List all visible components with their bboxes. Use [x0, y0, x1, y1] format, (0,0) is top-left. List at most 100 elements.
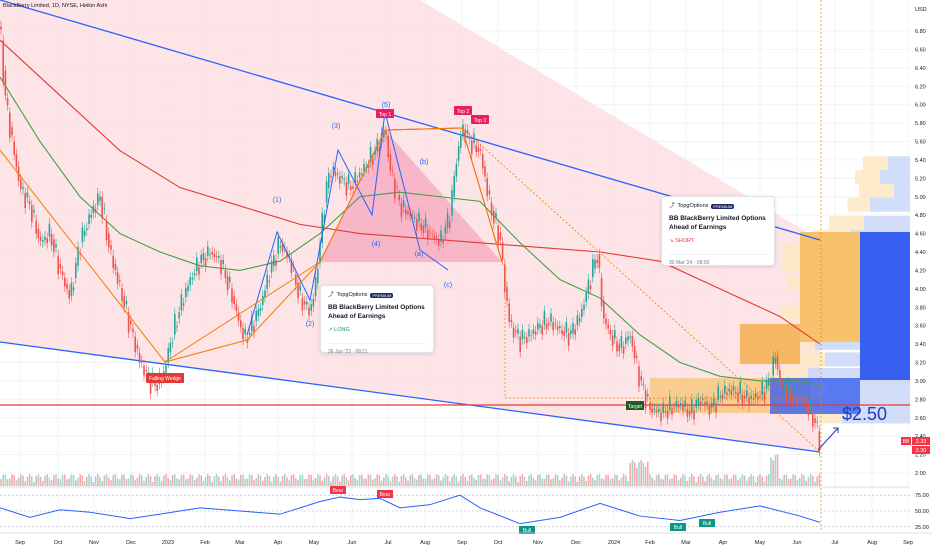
volume-bar: [435, 474, 438, 486]
idea-card-short[interactable]: ⤴ TopgOptions PREMIUM BB BlackBerry Limite…: [661, 196, 775, 266]
candle-body: [611, 335, 614, 346]
volume-bar: [554, 474, 557, 486]
candle-body: [691, 399, 693, 413]
volume-bar: [101, 481, 103, 486]
candle-body: [532, 329, 535, 334]
volume-bar: [675, 475, 678, 486]
candle-body: [196, 257, 198, 272]
time-tick-label: Jul: [831, 540, 838, 546]
time-tick-label: Dec: [126, 540, 136, 546]
candle-body: [508, 303, 510, 322]
volume-bar: [578, 476, 581, 486]
volume-bar: [735, 474, 737, 486]
volume-bar: [248, 474, 251, 486]
volume-bar: [484, 479, 486, 486]
idea-card-long[interactable]: ⤴ TopgOptions PREMIUM BB BlackBerry Limite…: [320, 285, 434, 355]
candle-body: [385, 131, 387, 135]
candle-body: [598, 254, 601, 268]
wedge-lower-line: [0, 341, 821, 453]
candle-body: [556, 326, 559, 330]
candle-body: [589, 285, 592, 289]
volume-bar: [798, 477, 801, 486]
candle-body: [572, 322, 574, 334]
time-tick-label: 2023: [162, 540, 174, 546]
volume-bar: [66, 479, 68, 486]
candle-body: [387, 135, 389, 158]
volume-bar: [812, 475, 814, 486]
time-tick-label: Nov: [533, 540, 543, 546]
candle-body: [526, 337, 528, 344]
candle-body: [812, 413, 814, 427]
volume-bar: [240, 474, 242, 486]
volume-profile-down: [863, 156, 888, 171]
volume-bar: [187, 478, 189, 486]
candle-body: [405, 209, 407, 215]
top-tag-label: Top 1: [379, 112, 391, 118]
time-tick-label: Nov: [89, 540, 99, 546]
volume-bar: [57, 478, 59, 486]
candle-body: [394, 178, 396, 199]
candle-body: [6, 98, 9, 106]
candle-body: [781, 384, 783, 386]
volume-bar: [418, 474, 420, 486]
candle-body: [134, 336, 136, 353]
osc-signal-tag: [670, 523, 686, 531]
candle-body: [233, 296, 235, 305]
volume-bar: [213, 476, 216, 486]
candle-body: [268, 280, 271, 283]
top-tag: [376, 109, 394, 118]
idea-brand: ⤴ TopgOptions PREMIUM: [669, 203, 735, 210]
volume-bar: [684, 475, 686, 486]
candle-body: [202, 252, 205, 261]
time-tick-label: Jul: [384, 540, 391, 546]
top-tag-label: Top 3: [474, 118, 486, 124]
candle-body: [816, 421, 818, 423]
candle-body: [277, 237, 279, 254]
candle-body: [629, 336, 631, 338]
volume-bar: [409, 475, 411, 486]
candle-body: [125, 301, 128, 305]
currency-label: USD: [915, 7, 927, 13]
candle-body: [519, 336, 521, 353]
volume-bar: [770, 457, 772, 486]
volume-bar: [539, 474, 541, 486]
candle-body: [306, 301, 308, 305]
volume-bar: [72, 475, 75, 486]
wave-label: (2): [306, 321, 315, 328]
candle-body: [719, 396, 722, 398]
candle-body: [770, 382, 772, 385]
volume-bar: [312, 479, 315, 486]
volume-bar: [517, 481, 519, 486]
volume-bar: [803, 475, 805, 486]
candle-body: [541, 325, 543, 335]
volume-bar: [116, 478, 119, 486]
candle-body: [185, 288, 187, 298]
candle-body: [438, 239, 440, 246]
volume-bar: [251, 474, 253, 486]
candle-body: [75, 262, 77, 279]
candle-body: [554, 323, 557, 325]
volume-bar: [286, 477, 288, 486]
volume-bar: [559, 480, 561, 486]
volume-bar: [127, 478, 130, 486]
volume-profile-poc: [860, 232, 910, 380]
volume-bar: [235, 478, 238, 486]
volume-bar: [44, 475, 46, 486]
volume-bar: [301, 474, 304, 486]
candle-body: [506, 286, 508, 301]
candle-body: [479, 149, 482, 151]
idea-title: BB BlackBerry Limited Options Ahead of E…: [328, 304, 425, 321]
volume-bar: [508, 481, 510, 486]
volume-bar: [270, 481, 273, 486]
candle-body: [92, 205, 95, 213]
candle-body: [248, 332, 251, 336]
candle-body: [213, 254, 216, 258]
idea-signal-short: ↘ SHORT: [669, 237, 695, 244]
wave-label: (a): [415, 251, 424, 258]
candle-body: [398, 194, 400, 201]
candle-body: [424, 218, 427, 228]
volume-bar: [369, 474, 372, 486]
volume-bar: [565, 475, 568, 486]
volume-bar: [638, 462, 640, 486]
